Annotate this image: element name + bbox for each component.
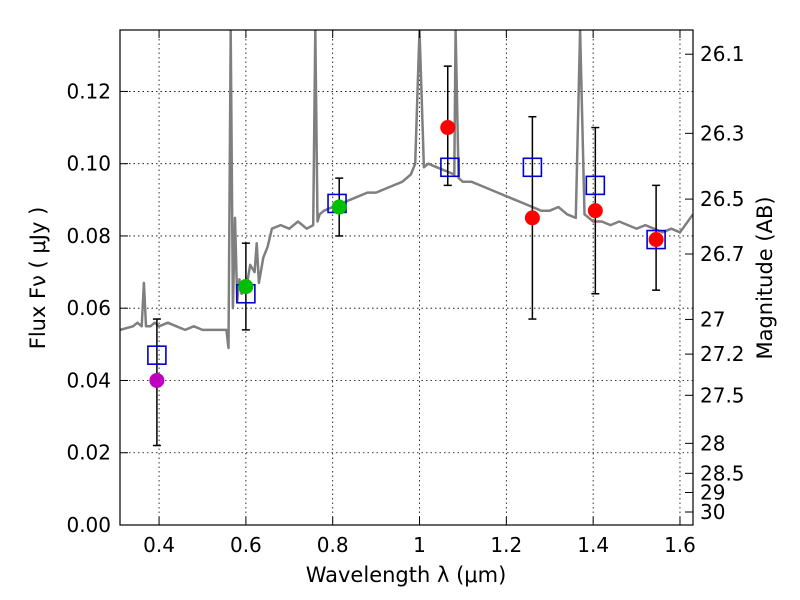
y-tick-label: 0.12 <box>66 79 111 103</box>
right-tick-label: 27.2 <box>700 342 745 366</box>
plot-frame <box>119 29 694 526</box>
observed-flux-point <box>331 199 347 215</box>
y-axis-label: Flux Fν ( μJy ) <box>26 207 50 350</box>
y-tick-label: 0.08 <box>66 224 111 248</box>
right-tick-label: 26.1 <box>700 42 745 66</box>
model-photometry-point <box>646 229 666 250</box>
right-tick-label: 27 <box>700 307 725 331</box>
plot-area <box>120 30 693 447</box>
model-photometry-point <box>147 345 167 365</box>
observed-flux-point <box>440 120 456 136</box>
x-tick-label: 1.6 <box>664 533 696 557</box>
y-tick-label: 0.04 <box>66 368 111 392</box>
y-tick-label: 0.02 <box>66 441 111 465</box>
grid-lines <box>120 30 693 526</box>
x-tick-label: 0.6 <box>230 533 262 557</box>
x-tick-label: 0.8 <box>317 533 349 557</box>
model-photometry-point <box>522 157 543 178</box>
y-tick-label: 0.10 <box>66 152 111 176</box>
observed-flux-point <box>238 279 254 295</box>
right-tick-label: 29 <box>700 480 725 504</box>
x-tick-label: 1.2 <box>490 533 522 557</box>
observed-flux-point <box>648 232 664 248</box>
right-tick-label: 27.5 <box>700 383 745 407</box>
model-photometry-point <box>585 175 606 196</box>
right-tick-label: 30 <box>700 500 725 524</box>
x-tick-label: 1.4 <box>577 533 609 557</box>
x-tick-label: 1 <box>413 533 426 557</box>
observed-flux-point <box>524 210 540 226</box>
model-spectrum-line <box>120 30 693 350</box>
y-tick-label: 0.06 <box>66 296 111 320</box>
right-tick-label: 26.7 <box>700 242 745 266</box>
observed-flux-point <box>149 372 165 388</box>
right-tick-label: 28 <box>700 431 725 455</box>
right-axis-label: Magnitude (AB) <box>753 196 777 359</box>
observed-flux-point <box>587 203 603 219</box>
right-tick-label: 26.5 <box>700 187 745 211</box>
x-tick-label: 0.4 <box>143 533 175 557</box>
y-tick-label: 0.00 <box>66 513 111 537</box>
right-tick-label: 28.5 <box>700 461 745 485</box>
x-axis-label: Wavelength λ (μm) <box>306 563 507 587</box>
right-tick-label: 26.3 <box>700 121 745 145</box>
model-photometry-point <box>440 157 460 178</box>
